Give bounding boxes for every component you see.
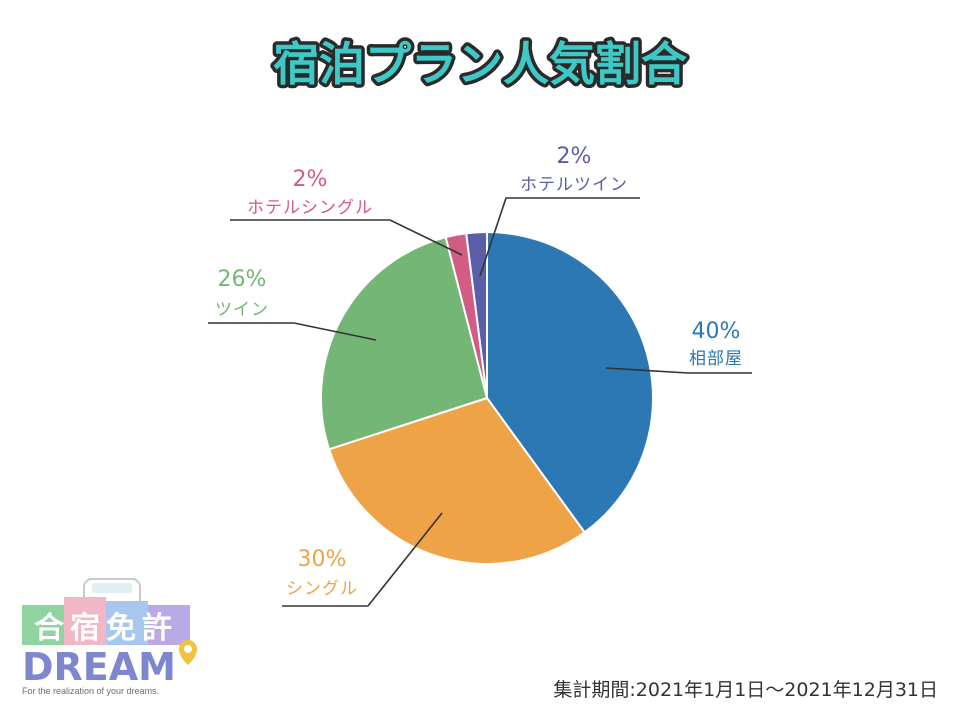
leader-line (230, 219, 463, 256)
logo: 合宿免許 DREAM For the realization of your d… (22, 578, 197, 696)
logo-tagline: For the realization of your dreams. (22, 686, 159, 696)
slice-percent-label: 26% (218, 267, 267, 292)
slice-percent-label: 40% (692, 319, 741, 344)
page-title-text: 宿泊プラン人気割合 (273, 37, 687, 91)
slice-name-label: 相部屋 (689, 349, 743, 369)
pie-slice (486, 230, 654, 534)
slice-name-label: ホテルシングル (247, 198, 373, 218)
logo-brand-jp: 合宿免許 (34, 611, 178, 646)
pie-slice (327, 396, 586, 565)
pie-chart (320, 230, 654, 565)
logo-brand-en: DREAM (22, 645, 176, 689)
leader-line (479, 197, 640, 277)
map-pin-icon (179, 640, 197, 665)
aggregation-period: 集計期間:2021年1月1日～2021年12月31日 (553, 679, 938, 701)
page-title: 宿泊プラン人気割合 宿泊プラン人気割合 (270, 34, 691, 95)
slice-name-label: シングル (286, 579, 358, 599)
leader-line (208, 322, 377, 341)
page-title-outline: 宿泊プラン人気割合 (273, 37, 687, 91)
slice-percent-label: 30% (298, 547, 347, 572)
logo-tiles (22, 597, 190, 645)
pie-labels: 40% 相部屋 30% シングル 26% ツイン 2% ホテルシングル 2% ホテルツイン (208, 144, 752, 607)
slice-percent-label: 2% (293, 167, 328, 192)
pie-slice (465, 230, 488, 399)
pie-slice (320, 235, 489, 451)
leader-line (605, 367, 752, 374)
slice-name-label: ホテルツイン (520, 175, 628, 195)
slice-name-label: ツイン (215, 300, 269, 320)
slice-percent-label: 2% (557, 144, 592, 169)
leader-line (282, 512, 443, 607)
